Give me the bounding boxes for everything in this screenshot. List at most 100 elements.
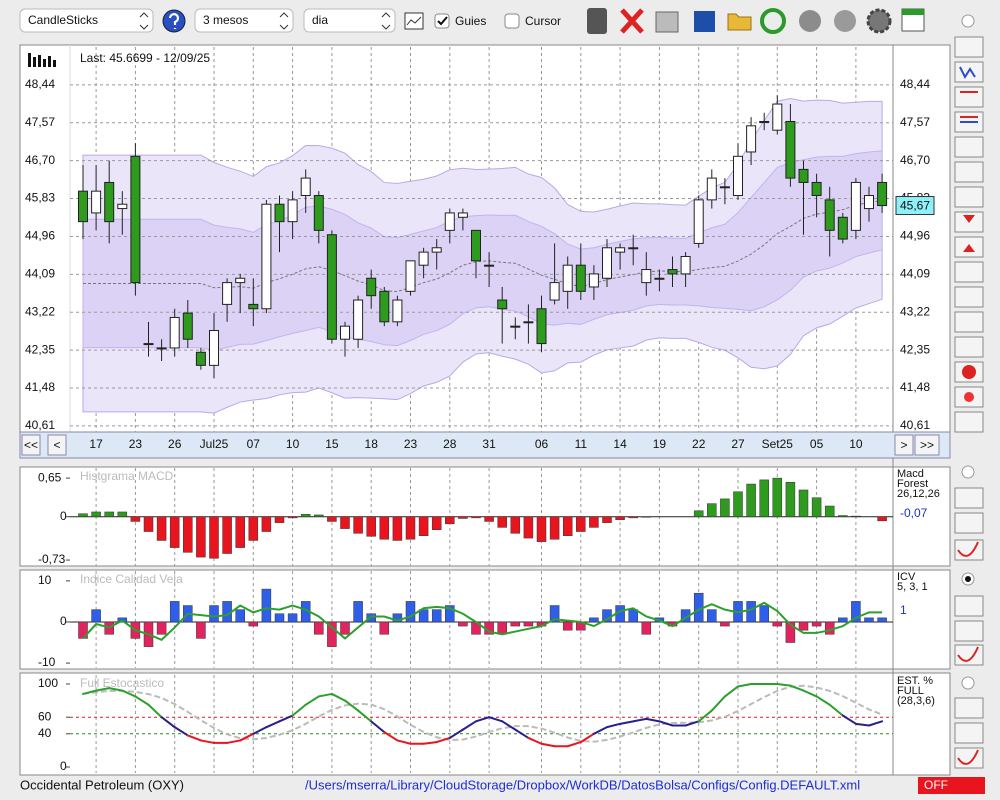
zoom-button[interactable] bbox=[954, 36, 984, 58]
bar bbox=[169, 601, 180, 623]
bar bbox=[431, 516, 442, 531]
radio[interactable] bbox=[961, 14, 975, 28]
help-button[interactable] bbox=[162, 9, 186, 33]
candle-body bbox=[91, 190, 102, 214]
delete-icon[interactable] bbox=[620, 8, 644, 34]
y-tick-label: 0 bbox=[60, 509, 67, 523]
nav-label: << bbox=[24, 438, 38, 452]
stoch-line bbox=[239, 732, 255, 742]
x-tick-label: 10 bbox=[849, 437, 863, 451]
tool-button[interactable] bbox=[954, 487, 984, 509]
tool-button[interactable] bbox=[954, 697, 984, 719]
candle-body bbox=[759, 120, 770, 123]
print-icon[interactable] bbox=[655, 11, 679, 33]
x-tick-label: 27 bbox=[731, 437, 745, 451]
tool-button[interactable] bbox=[954, 411, 984, 433]
stoch-line bbox=[134, 695, 150, 706]
x-tick-label: 07 bbox=[247, 437, 261, 451]
bar bbox=[510, 621, 521, 627]
euro-icon[interactable] bbox=[834, 10, 856, 32]
open-icon[interactable] bbox=[727, 13, 752, 31]
radio[interactable] bbox=[961, 676, 975, 690]
tool-button[interactable] bbox=[954, 336, 984, 358]
chart-type-select[interactable] bbox=[19, 8, 154, 33]
cursor-checkbox[interactable] bbox=[504, 13, 520, 29]
y-tick-label-right: 47,57 bbox=[900, 115, 930, 129]
chart-icon[interactable] bbox=[404, 12, 424, 30]
tool-button[interactable] bbox=[954, 261, 984, 283]
tool-button[interactable] bbox=[954, 512, 984, 534]
y-tick-label: 44,96 bbox=[25, 229, 55, 243]
nav-label: > bbox=[900, 438, 907, 452]
icon-line bbox=[960, 91, 978, 118]
bar bbox=[759, 605, 769, 623]
bar bbox=[405, 516, 416, 540]
check bbox=[437, 16, 448, 26]
currency-icon[interactable] bbox=[799, 10, 821, 32]
panel-legend: Macd bbox=[897, 468, 924, 480]
interval-select[interactable] bbox=[303, 8, 396, 33]
tool-button[interactable] bbox=[954, 86, 984, 108]
bars-icon[interactable] bbox=[28, 53, 31, 67]
candle-body bbox=[733, 155, 743, 197]
panel-title: Histgrama MACD bbox=[80, 469, 174, 483]
tool-button[interactable] bbox=[954, 286, 984, 308]
bar bbox=[392, 516, 403, 541]
select-arrows bbox=[139, 12, 149, 30]
y-tick-label: 0 bbox=[60, 614, 67, 628]
candle-body bbox=[235, 277, 246, 284]
candle-body bbox=[156, 347, 167, 350]
y-tick-label-right: 44,96 bbox=[900, 229, 930, 243]
bar bbox=[353, 516, 363, 534]
trash-icon[interactable] bbox=[587, 8, 607, 34]
y-tick-label: -0,73 bbox=[38, 552, 66, 566]
candle-body bbox=[379, 290, 390, 323]
candle-body bbox=[326, 234, 337, 340]
candle-body bbox=[772, 103, 783, 131]
candle-body bbox=[222, 282, 233, 305]
y-tick-label: 40,61 bbox=[25, 418, 55, 432]
radio[interactable] bbox=[961, 465, 975, 479]
refresh-icon[interactable] bbox=[760, 8, 786, 34]
period-select[interactable] bbox=[194, 8, 294, 33]
bar bbox=[641, 621, 652, 635]
settings-icon[interactable] bbox=[866, 8, 892, 34]
select-arrows bbox=[381, 12, 391, 30]
panel-legend: FULL bbox=[897, 685, 924, 697]
nav-button[interactable] bbox=[47, 434, 67, 456]
stoch-line bbox=[357, 709, 373, 723]
candle-body bbox=[549, 282, 560, 301]
nav-label: >> bbox=[920, 438, 934, 452]
tool-button[interactable] bbox=[954, 136, 984, 158]
save-icon[interactable] bbox=[694, 11, 715, 32]
stoch-signal bbox=[82, 684, 883, 743]
y-tick-label: 60 bbox=[38, 709, 52, 723]
stoch-line bbox=[383, 731, 399, 742]
tool-button[interactable] bbox=[954, 620, 984, 642]
stoch-line bbox=[737, 682, 753, 688]
record-icon bbox=[964, 392, 974, 402]
y-tick-label: 48,44 bbox=[25, 77, 55, 91]
tool-button[interactable] bbox=[954, 595, 984, 617]
y-tick-label: 45,83 bbox=[25, 191, 55, 205]
panel-legend: ICV bbox=[897, 571, 916, 583]
nav-button[interactable] bbox=[894, 434, 914, 456]
tool-button[interactable] bbox=[954, 722, 984, 744]
icv-signal bbox=[82, 601, 883, 641]
candle-body bbox=[575, 264, 586, 292]
bar bbox=[523, 516, 534, 539]
guides-checkbox[interactable] bbox=[434, 13, 450, 29]
bar bbox=[693, 510, 704, 517]
stoch-line bbox=[527, 736, 543, 745]
tool-button[interactable] bbox=[954, 186, 984, 208]
bar bbox=[327, 516, 337, 522]
tool-button[interactable] bbox=[954, 161, 984, 183]
bars-icon bbox=[48, 56, 51, 67]
panel-value: -0,07 bbox=[900, 506, 928, 520]
nav-button[interactable] bbox=[21, 434, 41, 456]
tool-button[interactable] bbox=[954, 311, 984, 333]
config-path[interactable]: /Users/mserra/Library/CloudStorage/Dropb… bbox=[305, 777, 860, 792]
nav-button[interactable] bbox=[914, 434, 940, 456]
stoch-line bbox=[776, 682, 792, 687]
